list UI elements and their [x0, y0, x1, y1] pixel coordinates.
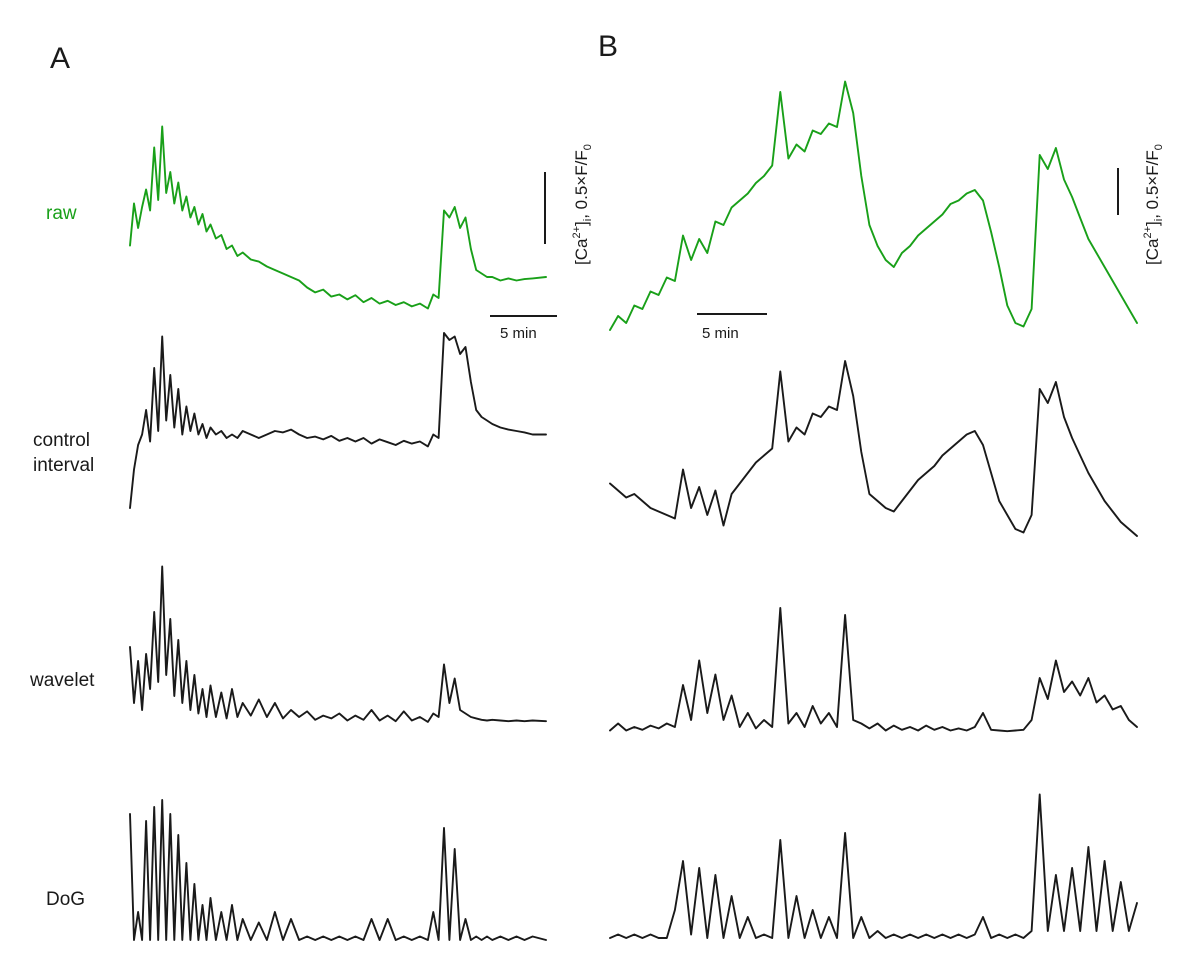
traces-group [129, 80, 1138, 941]
panel-a-time-scale-label: 5 min [500, 325, 537, 342]
panel-b-time-scale-label: 5 min [702, 325, 739, 342]
panel-a-dog-trace [129, 799, 547, 941]
panel-b-amplitude-sub: i [1153, 219, 1165, 221]
panel-b-raw-trace [609, 80, 1138, 331]
panel-a-letter: A [50, 42, 70, 75]
panel-a-amplitude-sup: 2+ [571, 226, 583, 239]
panel-a-amplitude-suffix: , 0.5×F/F [572, 150, 591, 219]
panel-b-control-interval-trace [609, 360, 1138, 537]
panel-a-amplitude-label: [Ca2+]i, 0.5×F/F0 [571, 144, 594, 265]
panel-b-amplitude-mid: ] [1143, 221, 1162, 226]
row-label-control-line1: control [33, 430, 90, 451]
panel-a-wavelet-trace [129, 565, 547, 723]
panel-a-amplitude-mid: ] [572, 221, 591, 226]
panel-a-amplitude-sub2: 0 [582, 144, 594, 150]
panel-a-control-interval-trace [129, 332, 547, 509]
panel-b-letter: B [598, 30, 618, 63]
row-label-raw: raw [46, 203, 77, 224]
row-label-control-line2: interval [33, 455, 94, 476]
panel-a-raw-trace [129, 125, 547, 310]
panel-b-amplitude-sub2: 0 [1153, 144, 1165, 150]
panel-b-wavelet-trace [609, 607, 1138, 733]
panel-b-amplitude-sup: 2+ [1142, 226, 1154, 239]
panel-a-amplitude-prefix: [Ca [572, 238, 591, 265]
panel-b-amplitude-suffix: , 0.5×F/F [1143, 150, 1162, 219]
panel-b-amplitude-label: [Ca2+]i, 0.5×F/F0 [1142, 144, 1165, 265]
panel-b-amplitude-prefix: [Ca [1143, 238, 1162, 265]
panel-b-dog-trace [609, 793, 1138, 939]
row-label-wavelet: wavelet [29, 670, 95, 691]
panel-a-amplitude-sub: i [582, 219, 594, 221]
row-label-dog: DoG [46, 889, 85, 910]
